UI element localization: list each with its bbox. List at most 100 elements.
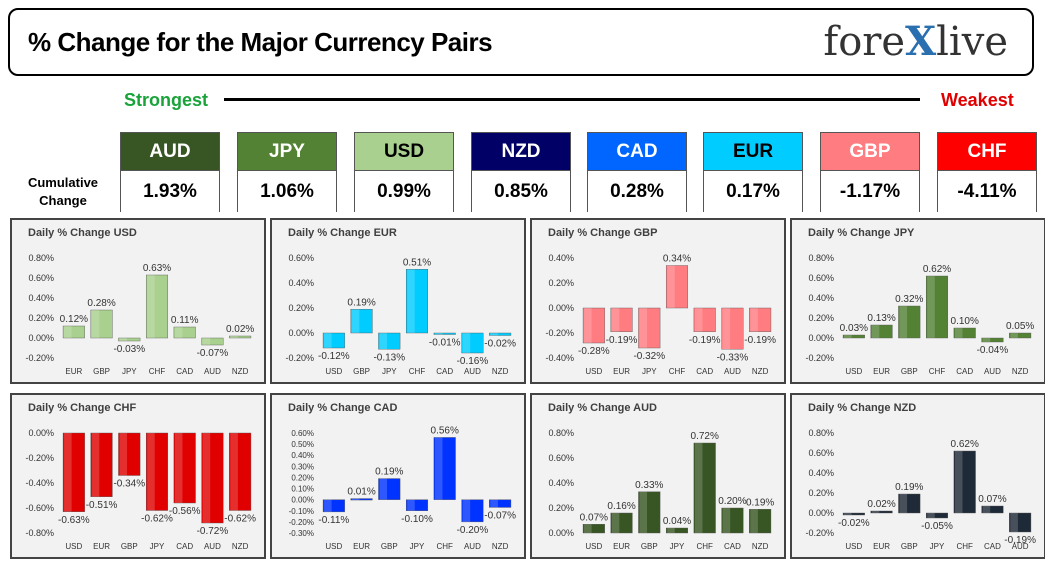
bar-gbp [118, 432, 141, 476]
data-label: 0.16% [607, 501, 635, 512]
data-label: 0.07% [978, 494, 1006, 505]
x-tick-label: GBP [381, 542, 398, 551]
data-label: 0.33% [635, 480, 663, 491]
bar-highlight [871, 325, 880, 338]
chart-panel-nzd: Daily % Change NZD 0.80% 0.60% 0.40% 0.20% 0.… [790, 393, 1045, 559]
x-tick-label: NZD [752, 542, 769, 551]
bar-highlight [230, 433, 238, 511]
y-tick-label: 0.20% [808, 313, 834, 323]
data-label: -0.34% [113, 479, 145, 490]
y-tick-label: 0.60% [548, 453, 574, 463]
data-label: -0.20% [457, 525, 489, 536]
chart-title: Daily % Change EUR [288, 227, 397, 239]
chart-title: Daily % Change GBP [548, 227, 657, 239]
currency-box-aud: AUD 1.93% [120, 132, 220, 213]
x-tick-label: AUD [464, 367, 481, 376]
bar-highlight [844, 513, 852, 515]
x-tick-label: JPY [382, 367, 397, 376]
x-tick-label: GBP [121, 542, 138, 551]
bar-chf [145, 274, 169, 339]
data-label: 0.10% [951, 316, 979, 327]
forexlive-logo: foreXlive [823, 18, 1008, 65]
x-tick-label: CHF [669, 367, 686, 376]
y-tick-label: 0.20% [548, 278, 574, 288]
x-tick-label: USD [325, 542, 342, 551]
bar-gbp [638, 491, 661, 534]
bar-highlight [927, 513, 935, 518]
currency-name: USD [355, 133, 453, 171]
bar-highlight [927, 276, 935, 338]
bar-chart: Daily % Change NZD 0.80% 0.60% 0.40% 0.20% 0.… [805, 402, 1036, 551]
bar-highlight [982, 506, 991, 513]
y-tick-label: 0.40% [808, 293, 834, 303]
chart-panel-aud: Daily % Change AUD 0.80% 0.60% 0.40% 0.20% 0.… [530, 393, 786, 559]
bar-highlight [611, 513, 620, 533]
x-tick-label: CHF [696, 542, 713, 551]
bar-jpy [118, 337, 141, 342]
currency-name: GBP [821, 133, 919, 171]
chart-panel-cad: Daily % Change CAD 0.60% 0.50% 0.40% 0.30% 0.… [270, 393, 526, 559]
x-tick-label: NZD [232, 542, 249, 551]
bar-highlight [899, 306, 908, 338]
bar-chf [693, 442, 716, 534]
y-tick-label: -0.80% [25, 528, 54, 538]
data-label: 0.02% [226, 324, 254, 335]
x-tick-label: GBP [353, 367, 370, 376]
x-tick-label: AUD [464, 542, 481, 551]
x-tick-label: CAD [176, 367, 193, 376]
bar-highlight [611, 308, 620, 332]
chart-panel-chf: Daily % Change CHF 0.00% -0.20% -0.40% -0.60… [10, 393, 266, 559]
y-tick-label: 0.40% [291, 451, 314, 460]
y-tick-label: -0.20% [289, 518, 314, 527]
bar-highlight [230, 336, 238, 338]
x-tick-label: USD [845, 542, 862, 551]
bar-highlight [379, 333, 388, 350]
data-label: -0.62% [224, 514, 256, 525]
x-tick-label: GBP [901, 542, 918, 551]
data-label: -0.07% [484, 510, 516, 521]
currency-name: NZD [472, 133, 570, 171]
bar-eur [610, 512, 633, 534]
bar-highlight [64, 433, 72, 512]
data-label: 0.19% [375, 467, 403, 478]
bar-gbp [898, 305, 921, 339]
y-tick-label: 0.40% [28, 293, 54, 303]
data-label: -0.19% [1004, 535, 1036, 546]
bar-highlight [174, 327, 183, 338]
currency-name: AUD [121, 133, 219, 171]
data-label: -0.32% [633, 351, 665, 362]
currency-cumulative-value: 0.85% [472, 171, 570, 213]
bar-nzd [749, 509, 772, 534]
currency-cumulative-value: 0.28% [588, 171, 686, 213]
data-label: -0.51% [86, 500, 118, 511]
y-tick-label: 0.80% [808, 253, 834, 263]
x-tick-label: CAD [176, 542, 193, 551]
chart-title: Daily % Change CAD [288, 402, 397, 414]
data-label: -0.05% [921, 521, 953, 532]
chart-title: Daily % Change AUD [548, 402, 657, 414]
bar-chart: Daily % Change CAD 0.60% 0.50% 0.40% 0.30% 0.… [288, 402, 516, 551]
x-tick-label: EUR [873, 542, 890, 551]
bar-highlight [982, 338, 991, 342]
bar-highlight [954, 451, 963, 513]
bar-highlight [667, 528, 675, 533]
data-label: -0.03% [113, 344, 145, 355]
bar-highlight [119, 433, 128, 476]
y-tick-label: 0.60% [808, 273, 834, 283]
x-tick-label: NZD [492, 367, 509, 376]
data-label: -0.16% [457, 356, 489, 367]
data-label: 0.20% [718, 496, 746, 507]
bar-eur [610, 307, 633, 332]
y-tick-label: 0.60% [28, 273, 54, 283]
bar-jpy [638, 307, 661, 349]
x-tick-label: NZD [752, 367, 769, 376]
data-label: 0.32% [895, 294, 923, 305]
y-tick-label: 0.50% [291, 440, 314, 449]
data-label: -0.19% [606, 335, 638, 346]
y-tick-label: -0.20% [545, 328, 574, 338]
chart-title: Daily % Change JPY [808, 227, 915, 239]
data-label: -0.62% [141, 514, 173, 525]
data-label: -0.02% [838, 518, 870, 529]
y-tick-label: 0.20% [288, 303, 314, 313]
x-tick-label: AUD [204, 542, 221, 551]
